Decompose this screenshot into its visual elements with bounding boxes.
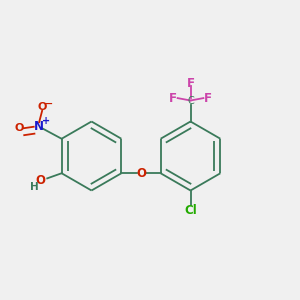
Text: F: F [204, 92, 212, 105]
Text: F: F [187, 77, 194, 91]
Text: C: C [187, 95, 194, 106]
Text: F: F [169, 92, 177, 105]
Text: O: O [136, 167, 146, 180]
Text: O: O [36, 174, 46, 187]
Text: −: − [44, 99, 53, 109]
Text: Cl: Cl [184, 203, 197, 217]
Text: O: O [14, 123, 23, 133]
Text: O: O [38, 102, 47, 112]
Text: +: + [42, 116, 50, 126]
Text: N: N [34, 120, 44, 133]
Text: H: H [30, 182, 38, 192]
